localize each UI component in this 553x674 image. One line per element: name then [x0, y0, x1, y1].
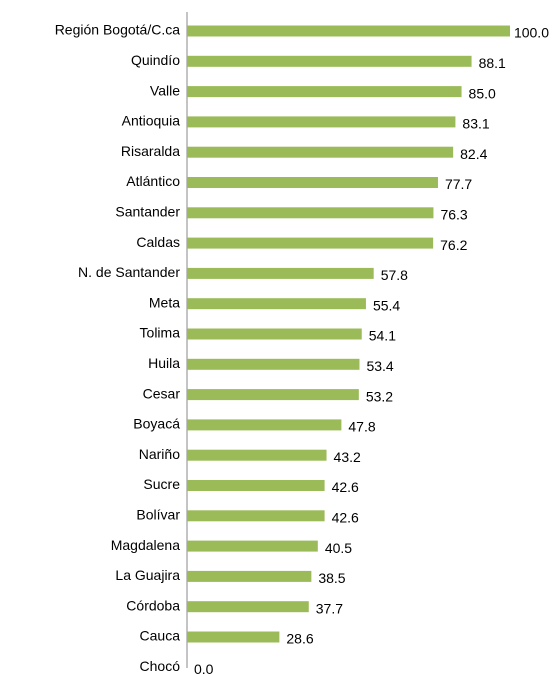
category-label: Santander	[115, 204, 180, 220]
category-label: Sucre	[143, 476, 180, 492]
value-label: 0.0	[194, 661, 214, 674]
category-label: Córdoba	[126, 597, 180, 613]
bar	[187, 449, 327, 461]
category-label: Región Bogotá/C.ca	[55, 22, 181, 38]
category-label: Chocó	[140, 658, 181, 674]
bar	[187, 86, 462, 98]
bar	[187, 55, 472, 67]
category-label: Boyacá	[133, 416, 180, 432]
value-label: 88.1	[479, 55, 506, 71]
bar	[187, 510, 325, 522]
category-label: Quindío	[131, 52, 180, 68]
value-label: 47.8	[348, 419, 375, 435]
category-label: N. de Santander	[78, 264, 180, 280]
category-label: Meta	[149, 294, 180, 310]
bar	[187, 116, 456, 128]
value-label: 37.7	[316, 600, 343, 616]
category-label: La Guajira	[115, 567, 180, 583]
bar	[187, 480, 325, 491]
category-label: Valle	[150, 82, 180, 98]
value-label: 55.4	[373, 297, 400, 313]
category-label: Atlántico	[126, 173, 180, 189]
bar	[187, 177, 438, 188]
value-label: 82.4	[460, 146, 487, 162]
category-label: Cesar	[143, 385, 181, 401]
value-label: 54.1	[369, 328, 396, 344]
bar	[187, 25, 510, 37]
bar	[187, 570, 312, 582]
bar	[187, 207, 434, 219]
value-label: 77.7	[445, 176, 472, 192]
value-label: 43.2	[334, 449, 361, 465]
category-label: Bolívar	[136, 507, 180, 523]
bar	[187, 146, 454, 158]
category-label: Caldas	[136, 234, 180, 250]
value-label: 28.6	[286, 631, 313, 647]
category-label: Antioquia	[122, 113, 181, 129]
bar	[187, 267, 374, 279]
value-label: 53.2	[366, 388, 393, 404]
value-label: 85.0	[469, 85, 496, 101]
value-label: 83.1	[462, 116, 489, 132]
category-label: Magdalena	[111, 537, 180, 553]
value-label: 42.6	[332, 479, 359, 495]
bar	[187, 358, 360, 370]
value-label: 76.3	[440, 207, 467, 223]
value-label: 57.8	[381, 267, 408, 283]
category-label: Risaralda	[121, 143, 180, 159]
category-label: Huila	[148, 355, 180, 371]
bar	[187, 237, 434, 249]
value-label: 42.6	[332, 510, 359, 526]
bar	[187, 389, 359, 401]
category-label: Nariño	[139, 446, 180, 462]
category-label: Tolima	[140, 325, 181, 341]
bar	[187, 419, 342, 431]
bar	[187, 540, 318, 552]
value-label: 100.0	[514, 25, 549, 41]
bar	[187, 298, 366, 310]
value-label: 53.4	[366, 358, 393, 374]
bar	[187, 631, 280, 643]
bar	[187, 328, 362, 340]
bar	[187, 601, 309, 613]
category-label: Cauca	[140, 628, 181, 644]
value-label: 38.5	[318, 570, 345, 586]
value-label: 76.2	[440, 237, 467, 253]
value-label: 40.5	[325, 540, 352, 556]
